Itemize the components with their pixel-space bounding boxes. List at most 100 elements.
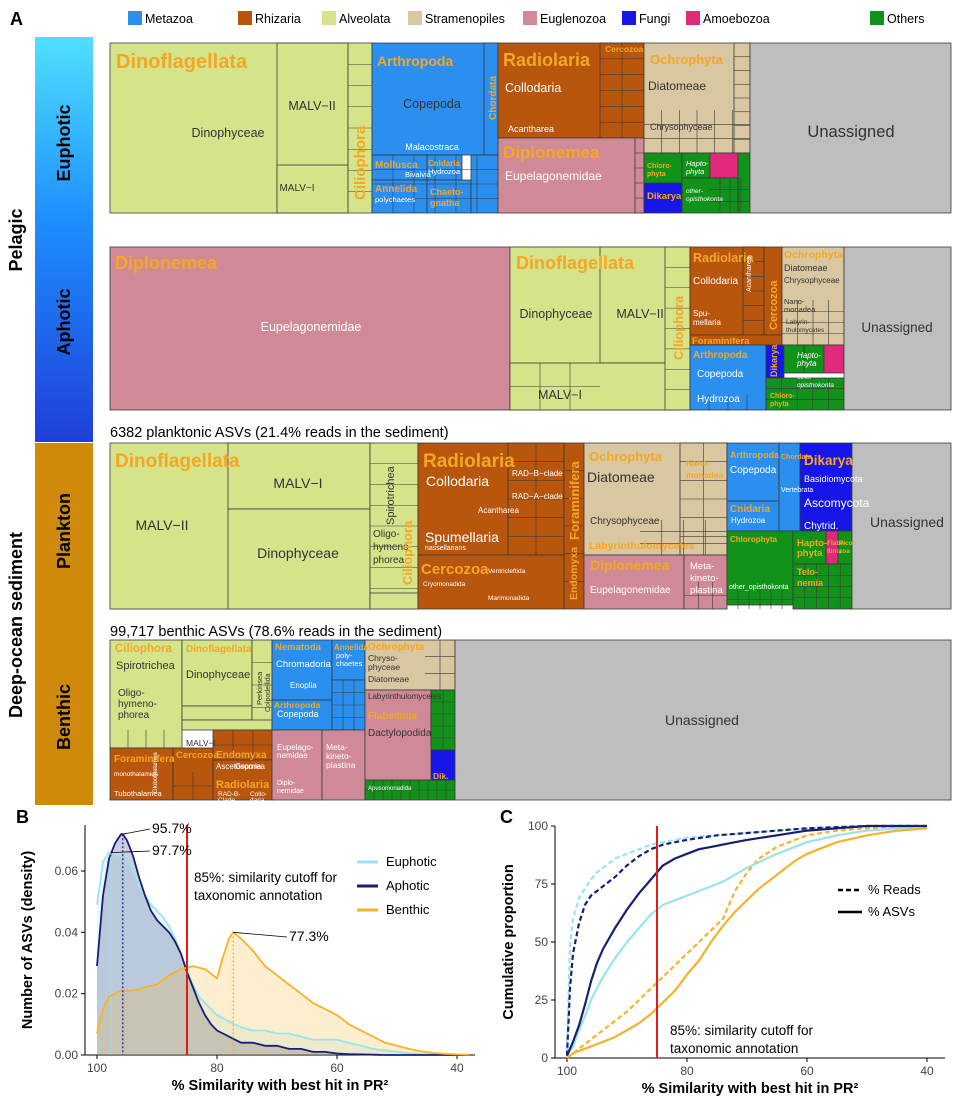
treemap-label: Labyrin- <box>786 319 809 326</box>
treemap-label: Arthropoda <box>730 450 780 460</box>
treemap-label: Hydrozoa <box>731 516 766 525</box>
treemap-label: monadea <box>686 470 724 480</box>
treemap-label: nemidae <box>277 788 304 795</box>
treemap-label: Spumellaria <box>425 529 499 545</box>
treemap-tile <box>227 442 371 510</box>
treemap-label: llinia <box>827 548 842 555</box>
treemap-label: Unassigned <box>870 514 944 530</box>
treemap-label: Chryso- <box>368 653 398 663</box>
x-tick-label: 80 <box>210 1061 224 1075</box>
cutoff-annotation: taxonomic annotation <box>670 1041 798 1056</box>
treemap-label: Chordata <box>781 454 812 461</box>
legend-label-euphotic: Euphotic <box>386 854 437 869</box>
series-line <box>566 827 928 1059</box>
treemap-label: Chlorophyta <box>730 535 778 544</box>
treemap-label: Spirotrichea <box>385 465 397 525</box>
treemap-label: kineto- <box>690 573 719 584</box>
treemap-label: Flabe- <box>827 540 846 547</box>
treemap-label: Eupelagonemidae <box>590 585 671 596</box>
treemap-label: Cercozoa <box>768 280 780 330</box>
treemap-tile <box>765 377 845 411</box>
treemap-label: Telo- <box>797 567 818 577</box>
cutoff-annotation: taxonomic annotation <box>194 888 322 903</box>
treemap-tile <box>851 442 952 610</box>
treemap-label: nemidae <box>277 751 308 760</box>
treemap-label: Dinophyceae <box>186 669 250 681</box>
legend-swatch-fungi <box>622 11 636 25</box>
x-tick-label: 60 <box>800 1064 814 1078</box>
treemap-label: Copepoda <box>697 369 744 380</box>
treemap-tile <box>709 152 739 179</box>
treemap-label: Ochrophyta <box>784 249 843 261</box>
treemap-label: phorea <box>373 555 405 566</box>
treemap-tile <box>371 179 428 214</box>
treemap-label: Arthropoda <box>693 350 748 361</box>
benthic-label: Benthic <box>54 684 74 750</box>
treemap-tile <box>181 705 253 721</box>
legend-swatch-euglenozoa <box>523 11 537 25</box>
treemap-tile <box>364 689 432 781</box>
treemap-label: Nano- <box>686 458 710 468</box>
treemap-label: Labyrinthulomycetes <box>589 540 695 552</box>
y-axis-label: Cumulative proportion <box>501 864 517 1019</box>
treemap-label: Foraminifera <box>114 754 175 765</box>
treemap-label: Eupelago- <box>277 743 314 752</box>
treemap-label: phyceae <box>368 662 400 672</box>
y-tick-label: 0 <box>541 1051 548 1065</box>
density-area <box>97 932 469 1055</box>
treemap-label: polychaetes <box>375 195 415 204</box>
treemap-label: Flabellinia <box>368 711 417 722</box>
treemap-label: Radiolaria <box>693 251 754 265</box>
treemap-label: Dikarya <box>647 191 682 202</box>
treemap-label: Dikarya <box>804 453 853 468</box>
treemap-label: hymeno- <box>118 699 157 710</box>
treemap-label: MALV−II <box>288 99 335 113</box>
treemap-label: Hydrozoa <box>428 167 461 176</box>
treemap-label: Annelida <box>375 184 418 195</box>
treemap-label: Chloro- <box>770 393 796 400</box>
treemap-label: Cercozoa <box>421 561 489 578</box>
series-line <box>565 824 927 1056</box>
treemap-tile <box>749 42 952 214</box>
treemap-tile <box>792 530 827 565</box>
treemap-label: Dinophyceae <box>192 126 265 140</box>
treemap-label: Endomyxa <box>216 750 267 761</box>
legend-swatch-metazoa <box>128 11 142 25</box>
treemap-label: Diatomeae <box>648 79 706 93</box>
treemap-benthic: Ciliophora Spirotrichea Oligo-hymeno-phore… <box>109 639 952 804</box>
treemap-label: Collodaria <box>505 81 561 95</box>
treemap-label: Enoplia <box>290 681 317 690</box>
pelagic-bar <box>35 37 93 442</box>
y-tick-label: 0.04 <box>55 925 79 939</box>
treemap-tile <box>497 137 645 214</box>
treemap-label: Ventricleftida <box>488 568 526 575</box>
treemap-label: Malacostraca <box>405 142 459 152</box>
treemap-label: Ochrophyta <box>650 52 724 67</box>
treemap-label: Chaeto- <box>430 187 464 197</box>
cutoff-annotation: 85%: similarity cutoff for <box>670 1023 814 1038</box>
legend-label-aphotic: Aphotic <box>386 878 430 893</box>
treemap-aphotic: Diplonemea Eupelagonemidae Dinoflagellata D… <box>109 246 952 411</box>
treemap-label: thulomycetes <box>786 327 825 334</box>
treemap-label: MALV−I <box>279 183 314 194</box>
treemap-label: RAD−B−clade <box>512 469 563 478</box>
x-tick-label: 40 <box>920 1064 934 1078</box>
treemap-tile <box>369 592 419 610</box>
treemap-label: Chrysophyceae <box>784 276 840 285</box>
treemap-tile <box>583 554 685 610</box>
benthic-caption: 99,717 benthic ASVs (78.6% reads in the … <box>110 624 442 640</box>
treemap-label: Unassigned <box>807 123 894 141</box>
treemap-label: Ciliophora <box>671 295 686 360</box>
treemap-label: Ciliophora <box>115 643 172 655</box>
x-tick-label: 100 <box>87 1061 107 1075</box>
treemap-label: Radiolaria <box>423 451 515 472</box>
treemap-tile <box>227 508 371 610</box>
treemap-label: phyta <box>685 167 704 176</box>
treemap-label: Colpodellida <box>265 673 272 712</box>
treemap-label: MALV−I <box>538 388 582 402</box>
treemap-label: Endomyxa <box>568 547 580 600</box>
treemap-label: Cryomonadida <box>423 581 466 588</box>
treemap-label: Unassigned <box>665 712 739 728</box>
treemap-label: Dinoflagellata <box>115 451 240 472</box>
